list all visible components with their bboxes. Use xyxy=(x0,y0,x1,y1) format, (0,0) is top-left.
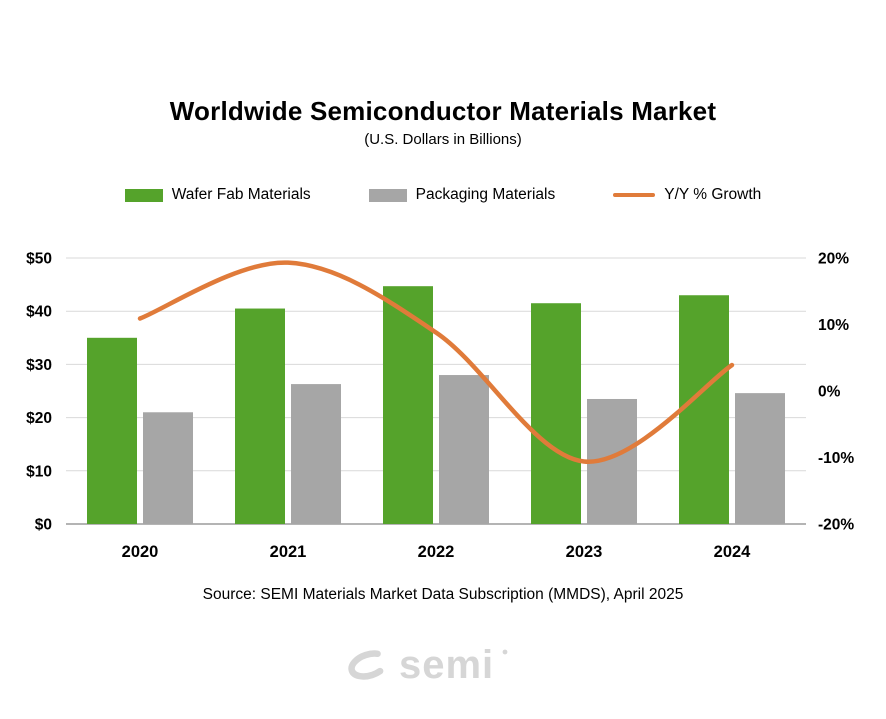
svg-text:-10%: -10% xyxy=(818,450,854,467)
svg-text:20%: 20% xyxy=(818,251,849,268)
svg-text:-20%: -20% xyxy=(818,517,854,534)
bar-wafer-fab-materials-2023 xyxy=(531,303,581,524)
source-citation: Source: SEMI Materials Market Data Subsc… xyxy=(202,586,684,603)
svg-text:10%: 10% xyxy=(818,317,849,334)
bar-packaging-materials-2020 xyxy=(143,412,193,524)
semi-logo-text: semi xyxy=(399,643,494,687)
bar-packaging-materials-2024 xyxy=(735,393,785,524)
growth-line xyxy=(137,260,735,464)
svg-text:2023: 2023 xyxy=(566,543,603,561)
combo-chart-canvas: $0 $10 $20 $30 $40 $50 -20% -10% 0% 10% 20% 2020 202… xyxy=(26,251,854,562)
bar-packaging-materials-2021 xyxy=(291,384,341,524)
bar-wafer-fab-materials-2024 xyxy=(679,295,729,524)
semi-logo-graphic: semi xyxy=(348,643,508,687)
bar-packaging-materials-2022 xyxy=(439,375,489,524)
legend-label: Wafer Fab Materials xyxy=(171,186,311,203)
bar-wafer-fab-materials-2022 xyxy=(383,286,433,524)
legend-item-packaging: Packaging Materials xyxy=(368,186,556,204)
svg-text:$40: $40 xyxy=(26,304,52,321)
semi-crescent-icon xyxy=(348,650,390,680)
semi-logo: semi xyxy=(0,638,886,690)
page-title: Worldwide Semiconductor Materials Market xyxy=(169,96,717,126)
svg-text:$30: $30 xyxy=(26,357,52,374)
svg-text:2022: 2022 xyxy=(418,543,455,561)
wafer-fab-swatch-icon xyxy=(124,188,163,202)
chart-legend: Wafer Fab Materials Packaging Materials … xyxy=(0,186,886,204)
growth-line-swatch-icon xyxy=(613,193,656,197)
legend-item-growth: Y/Y % Growth xyxy=(613,186,761,204)
svg-text:2024: 2024 xyxy=(714,543,752,561)
bar-wafer-fab-materials-2021 xyxy=(235,308,285,524)
chart-subtitle: (U.S. Dollars in Billions) xyxy=(364,131,522,148)
svg-text:0%: 0% xyxy=(818,384,841,401)
svg-text:$20: $20 xyxy=(26,410,52,427)
svg-text:2020: 2020 xyxy=(122,543,159,561)
legend-label: Y/Y % Growth xyxy=(664,186,762,203)
svg-text:$0: $0 xyxy=(35,517,52,534)
svg-text:$50: $50 xyxy=(26,251,52,268)
packaging-swatch-icon xyxy=(368,188,407,202)
legend-item-wafer-fab: Wafer Fab Materials xyxy=(124,186,311,204)
svg-text:$10: $10 xyxy=(26,463,52,480)
semi-trademark-icon xyxy=(502,649,508,655)
bar-wafer-fab-materials-2020 xyxy=(87,337,137,524)
svg-text:2021: 2021 xyxy=(270,543,307,561)
legend-label: Packaging Materials xyxy=(415,186,556,203)
